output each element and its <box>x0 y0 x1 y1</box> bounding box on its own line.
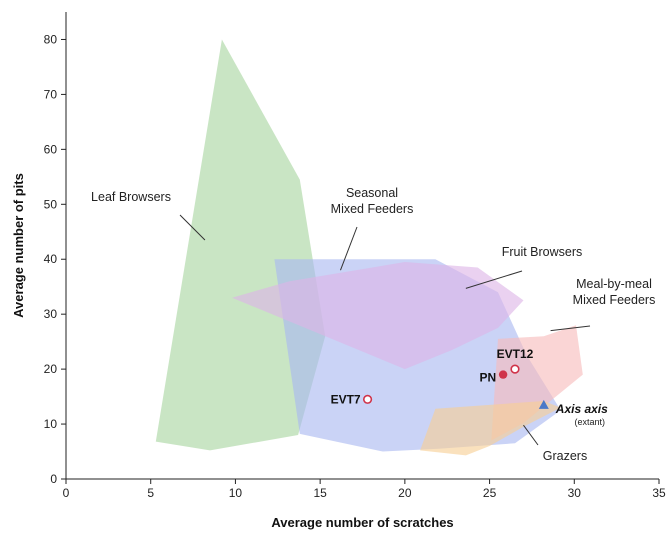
x-tick-label: 35 <box>652 486 666 500</box>
x-tick-label: 15 <box>313 486 327 500</box>
y-tick-label: 60 <box>44 142 58 156</box>
region-label-fruit-browsers: Fruit Browsers <box>502 245 583 259</box>
region-label-grazers: Grazers <box>543 449 587 463</box>
y-ticks: 0 10 20 30 40 50 60 70 80 <box>44 32 66 486</box>
y-tick-label: 70 <box>44 87 58 101</box>
leader-line-leaf-browsers <box>179 214 206 241</box>
leader-line-fruit-browsers <box>465 270 523 289</box>
x-ticks: 0 5 10 15 20 25 30 35 <box>63 479 666 500</box>
x-tick-label: 20 <box>398 486 412 500</box>
region-leaf-browsers <box>155 39 326 451</box>
region-label-leaf-browsers: Leaf Browsers <box>91 190 171 204</box>
region-label-line: Grazers <box>543 449 587 463</box>
region-label-seasonal-mixed-feeders: Seasonal Mixed Feeders <box>331 186 414 216</box>
region-label-line: Mixed Feeders <box>331 202 414 216</box>
leader-line-meal-by-meal-mixed-feeders <box>550 325 591 332</box>
point-label-pn: PN <box>479 371 496 385</box>
region-fruit-browsers <box>232 262 524 370</box>
region-label-meal-by-meal-mixed-feeders: Meal-by-meal Mixed Feeders <box>573 277 656 307</box>
region-label-line: Fruit Browsers <box>502 245 583 259</box>
x-tick-label: 30 <box>568 486 582 500</box>
y-tick-label: 80 <box>44 32 58 46</box>
point-label-evt7: EVT7 <box>331 392 361 406</box>
x-tick-label: 0 <box>63 486 70 500</box>
y-tick-label: 40 <box>44 252 58 266</box>
point-axis-axis <box>538 399 549 409</box>
y-tick-label: 0 <box>50 472 57 486</box>
point-evt12 <box>510 364 520 374</box>
x-tick-label: 5 <box>147 486 154 500</box>
y-tick-label: 20 <box>44 362 58 376</box>
point-pn <box>498 370 508 379</box>
leader-line-grazers <box>523 424 539 446</box>
x-axis-title: Average number of scratches <box>271 515 453 530</box>
point-sublabel-axis-axis: (extant) <box>575 417 606 427</box>
y-tick-label: 30 <box>44 307 58 321</box>
region-grazers <box>420 401 561 456</box>
x-tick-label: 25 <box>483 486 497 500</box>
feeding-regions <box>155 39 583 456</box>
point-label-axis-axis: Axis axis <box>555 402 608 416</box>
x-tick-label: 10 <box>229 486 243 500</box>
point-label-evt12: EVT12 <box>497 347 534 361</box>
region-label-line: Meal-by-meal <box>576 277 652 291</box>
region-labels: Leaf Browsers Seasonal Mixed Feeders Fruit … <box>91 186 655 463</box>
region-label-line: Mixed Feeders <box>573 293 656 307</box>
y-tick-label: 50 <box>44 197 58 211</box>
y-axis-title: Average number of pits <box>11 173 26 318</box>
leader-line-seasonal-mixed-feeders <box>340 226 358 271</box>
axes: 0 5 10 15 20 25 30 35 0 10 20 30 40 50 60 70 80 Average… <box>11 12 666 530</box>
point-evt7 <box>362 394 373 404</box>
y-tick-label: 10 <box>44 417 58 431</box>
region-label-line: Leaf Browsers <box>91 190 171 204</box>
region-label-line: Seasonal <box>346 186 398 200</box>
leader-lines <box>179 214 591 446</box>
